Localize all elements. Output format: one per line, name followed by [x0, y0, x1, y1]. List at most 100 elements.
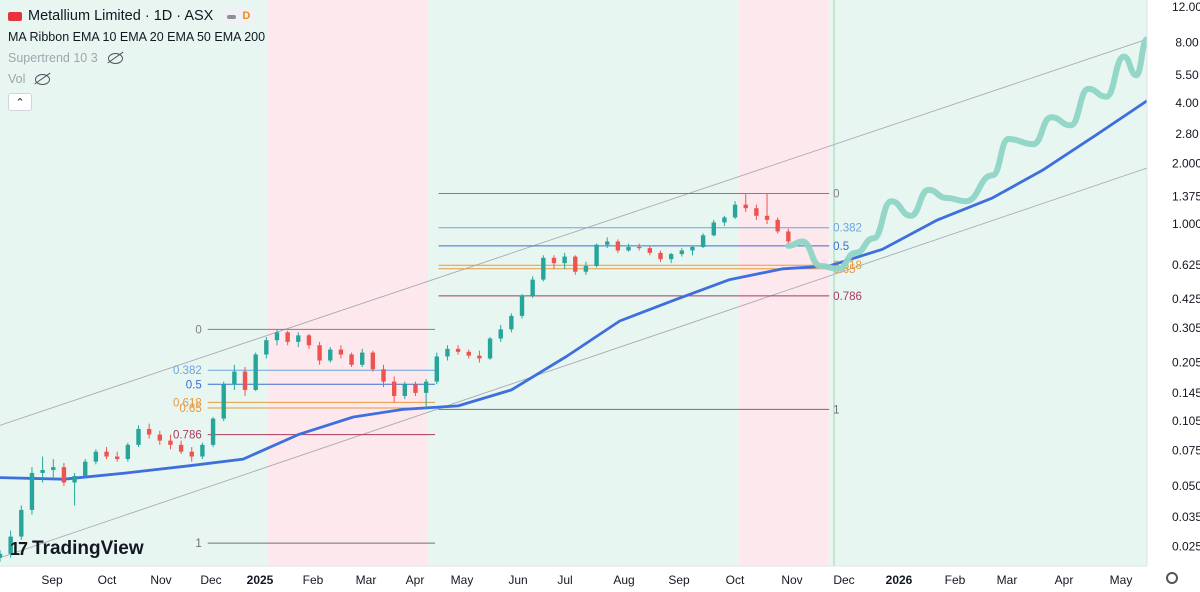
- time-tick-label: Apr: [406, 573, 425, 587]
- time-tick-label: Nov: [150, 573, 171, 587]
- candle-body: [743, 204, 748, 209]
- candle-body: [29, 472, 35, 510]
- indicator-supertrend[interactable]: Supertrend 10 3: [8, 48, 265, 69]
- candle-body: [253, 354, 258, 390]
- fib-level-label: 0: [833, 188, 839, 200]
- candle: [40, 456, 45, 483]
- candle-body: [274, 332, 280, 341]
- price-tick-label: 0.105: [1172, 414, 1200, 428]
- fib-level-label: 0.382: [833, 223, 862, 235]
- candle: [434, 352, 439, 385]
- projection-layer: [785, 36, 1150, 272]
- candle-body: [700, 235, 706, 247]
- candle: [594, 243, 599, 268]
- eye-hidden-icon[interactable]: [35, 74, 51, 85]
- candle-body: [594, 244, 599, 266]
- fib-level-label: 0.65: [179, 403, 201, 415]
- candle: [583, 261, 589, 275]
- symbol-title: Metallium Limited · 1D · ASX: [28, 8, 214, 24]
- fib-level-label: 0.786: [173, 430, 202, 442]
- candle-body: [40, 469, 45, 473]
- candle: [423, 378, 429, 410]
- candle: [786, 228, 791, 244]
- candle-body: [658, 252, 663, 260]
- candle: [700, 233, 706, 249]
- candle-body: [679, 250, 685, 255]
- candle: [51, 459, 56, 480]
- candle: [0, 550, 3, 562]
- candle: [189, 447, 194, 462]
- channel-line-1: [0, 167, 1148, 559]
- candle-body: [83, 461, 88, 477]
- eye-hidden-icon[interactable]: [107, 53, 123, 64]
- time-tick-label: Oct: [98, 573, 117, 587]
- candle-body: [104, 451, 109, 457]
- candle-body: [519, 295, 525, 316]
- indicator-ma-ribbon[interactable]: MA Ribbon EMA 10 EMA 20 EMA 50 EMA 200: [8, 27, 265, 48]
- indicator-volume[interactable]: Vol: [8, 69, 265, 90]
- candle: [317, 341, 322, 365]
- candle-body: [232, 371, 237, 385]
- candle-body: [786, 231, 791, 242]
- zone-band-2: [427, 0, 739, 566]
- price-axis-bg: [1147, 0, 1200, 592]
- candle-body: [711, 222, 716, 236]
- candle-body: [61, 467, 67, 483]
- candle: [636, 243, 642, 251]
- candle: [647, 245, 653, 256]
- candle-body: [157, 434, 162, 441]
- candle-body: [19, 509, 24, 537]
- candle-body: [615, 241, 621, 251]
- gear-icon[interactable]: [1166, 572, 1178, 584]
- candle: [413, 381, 418, 396]
- candle: [658, 250, 663, 262]
- time-tick-label: Oct: [726, 573, 745, 587]
- candle: [754, 204, 759, 220]
- chevron-up-icon[interactable]: ⌃: [8, 93, 32, 111]
- tradingview-logo-icon: 17: [10, 538, 28, 559]
- candle: [370, 350, 376, 372]
- candle: [232, 364, 237, 390]
- candle-body: [455, 348, 461, 352]
- candle-body: [51, 467, 56, 470]
- candle-body: [306, 335, 312, 346]
- candle-body: [647, 248, 653, 253]
- indicator-label: Supertrend 10 3: [8, 51, 98, 65]
- candle: [242, 366, 248, 396]
- candle-body: [668, 254, 674, 260]
- candle: [221, 381, 226, 422]
- candle-body: [338, 349, 344, 355]
- candle: [530, 276, 535, 298]
- candle: [477, 350, 482, 363]
- candle-body: [8, 536, 13, 554]
- fib-level-label: 0.618: [173, 397, 202, 409]
- candle-body: [423, 381, 429, 393]
- candle: [605, 237, 610, 249]
- ema-layer: [0, 99, 1148, 481]
- candle: [72, 472, 77, 506]
- fib-level-label: 0.786: [833, 291, 862, 303]
- candle: [743, 193, 748, 212]
- candle-body: [626, 246, 631, 251]
- time-axis-bg: [0, 566, 1147, 592]
- time-tick-label: 2025: [247, 573, 274, 587]
- candle-body: [402, 384, 408, 396]
- status-badge[interactable]: D: [221, 7, 257, 26]
- channel-layer: [0, 38, 1148, 559]
- price-tick-label: 0.050: [1172, 479, 1200, 493]
- zone-band-3: [738, 0, 830, 566]
- price-tick-label: 8.00: [1175, 35, 1199, 49]
- candle-body: [317, 345, 322, 361]
- projection-path: [785, 36, 1150, 272]
- price-tick-label: 0.425: [1172, 292, 1200, 306]
- tradingview-logo[interactable]: 17 TradingView: [10, 538, 144, 560]
- candle-body: [189, 451, 194, 457]
- symbol-row[interactable]: Metallium Limited · 1D · ASX D: [8, 6, 265, 27]
- fib-level-label: 0.5: [833, 241, 849, 253]
- candle-body: [242, 371, 248, 390]
- price-tick-label: 0.025: [1172, 540, 1200, 554]
- candle-body: [136, 428, 141, 445]
- candle-body: [466, 351, 471, 356]
- time-tick-label: Sep: [41, 573, 63, 587]
